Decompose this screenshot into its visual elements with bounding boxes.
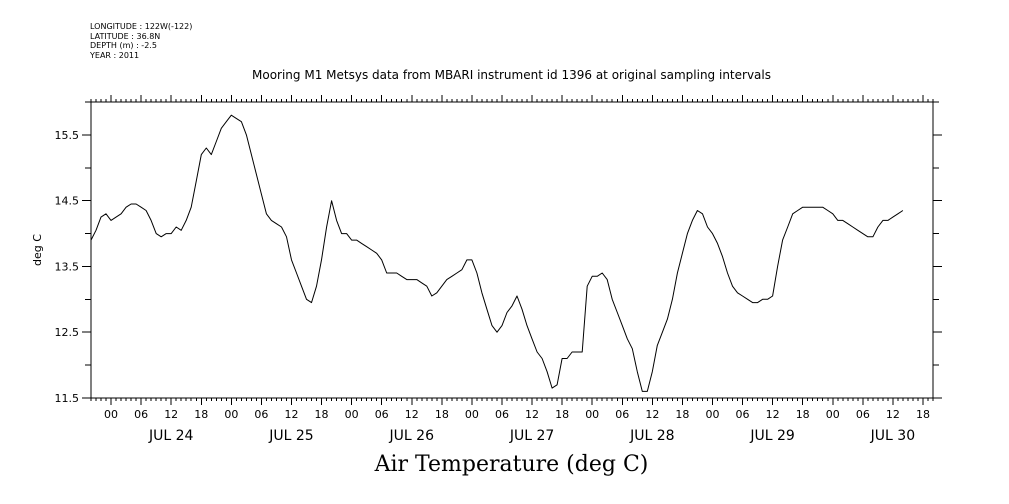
hour-tick-label: 18 [555,408,569,421]
hour-tick-label: 18 [796,408,810,421]
hour-tick-label: 18 [194,408,208,421]
y-tick-label: 13.5 [55,260,80,273]
day-label: JUL 28 [629,428,674,444]
hour-tick-label: 12 [405,408,419,421]
chart-title-text: Mooring M1 Metsys data from MBARI instru… [252,68,771,82]
hour-tick-label: 12 [164,408,178,421]
hour-tick-label: 12 [284,408,298,421]
latitude-text: LATITUDE : 36.8N [90,31,161,41]
hour-tick-label: 06 [615,408,629,421]
x-axis-title-text: Air Temperature (deg C) [374,452,649,477]
x-axis-title: Air Temperature (deg C) [0,452,1009,477]
day-label: JUL 30 [870,428,915,444]
hour-tick-label: 00 [224,408,238,421]
y-tick-label: 12.5 [55,326,80,339]
day-label: JUL 24 [148,428,194,444]
chart-title: Mooring M1 Metsys data from MBARI instru… [0,68,1009,82]
hour-tick-label: 00 [826,408,840,421]
hour-tick-label: 06 [134,408,148,421]
year-text: YEAR : 2011 [90,50,140,60]
y-tick-label: 14.5 [55,195,80,208]
day-label: JUL 25 [268,428,313,444]
longitude-text: LONGITUDE : 122W(-122) [90,22,193,31]
hour-tick-label: 06 [495,408,509,421]
hour-tick-label: 06 [736,408,750,421]
hour-tick-label: 00 [104,408,118,421]
hour-tick-label: 18 [435,408,449,421]
location-metadata: LONGITUDE : 122W(-122) LATITUDE : 36.8N … [90,22,192,60]
hour-tick-label: 06 [375,408,389,421]
y-axis-label: deg C [31,234,44,266]
air-temperature-line [90,114,904,392]
hour-tick-label: 12 [766,408,780,421]
depth-text: DEPTH (m) : -2.5 [90,41,157,50]
day-label: JUL 26 [389,428,435,444]
y-tick-label: 15.5 [55,129,80,142]
hour-tick-label: 00 [585,408,599,421]
hour-tick-label: 12 [645,408,659,421]
hour-tick-label: 00 [465,408,479,421]
plot-frame [90,101,934,399]
hour-tick-label: 18 [916,408,930,421]
day-label: JUL 29 [749,428,794,444]
hour-tick-label: 00 [345,408,359,421]
day-label: JUL 27 [509,428,554,444]
hour-tick-label: 06 [254,408,268,421]
hour-tick-label: 00 [705,408,719,421]
hour-tick-label: 18 [315,408,329,421]
hour-tick-label: 12 [886,408,900,421]
y-tick-label: 11.5 [55,392,80,405]
hour-tick-label: 18 [675,408,689,421]
hour-tick-label: 12 [525,408,539,421]
hour-tick-label: 06 [856,408,870,421]
